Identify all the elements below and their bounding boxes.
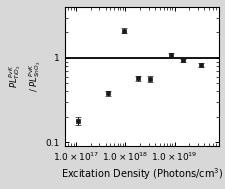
X-axis label: Excitation Density (Photons/cm$^3$): Excitation Density (Photons/cm$^3$) [61, 166, 222, 182]
Y-axis label: $PL_{TiO_2}^{PvK}$
/ $PL_{SnO_2}^{PvK}$: $PL_{TiO_2}^{PvK}$ / $PL_{SnO_2}^{PvK}$ [7, 61, 43, 92]
